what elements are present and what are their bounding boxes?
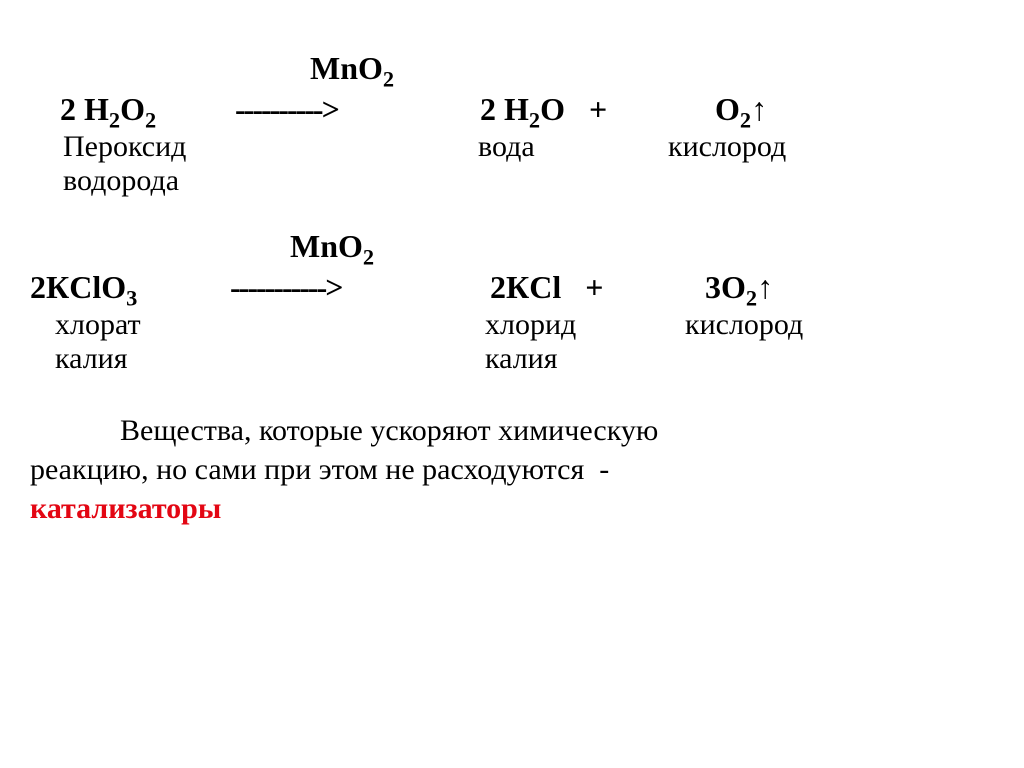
eq2-r-coef: 2 xyxy=(30,269,46,305)
eq1-r-o-sub: 2 xyxy=(145,107,156,132)
eq1-p2: O2↑ xyxy=(715,91,767,127)
eq2-label-product2: кислород xyxy=(685,308,803,341)
eq2-block: MnO2 2КClO3----------->2КCl +3O2↑ хлорат… xyxy=(30,228,994,376)
eq1-p2-o: O xyxy=(715,91,740,127)
eq2-r-formula: КClO xyxy=(46,269,126,305)
eq1-label-reactant2: водорода xyxy=(63,164,179,197)
eq2-label-product1b: калия xyxy=(485,342,558,375)
eq2-equation: 2КClO3----------->2КCl +3O2↑ xyxy=(30,269,994,306)
eq2-p1-coef: 2 xyxy=(490,269,506,305)
statement-highlight: катализаторы xyxy=(30,492,221,525)
eq2-plus: + xyxy=(585,269,603,305)
statement-dash: - xyxy=(599,453,609,486)
eq1-labels-row2: водорода xyxy=(30,164,994,198)
eq1-r-coef: 2 xyxy=(60,91,76,127)
eq2-catalyst: MnO2 xyxy=(290,228,994,265)
eq1-gas-arrow: ↑ xyxy=(751,91,767,127)
eq2-catalyst-sub: 2 xyxy=(363,244,374,269)
eq2-labels-row2: калиякалия xyxy=(30,342,994,376)
eq1-p1-coef: 2 xyxy=(480,91,496,127)
eq1-p1-h-sub: 2 xyxy=(529,107,540,132)
eq2-p2: 3O2↑ xyxy=(705,269,773,305)
eq1-catalyst: MnO2 xyxy=(310,50,994,87)
eq1-label-reactant1: Пероксид xyxy=(63,130,478,164)
eq1-labels-row1: Пероксидводакислород xyxy=(30,130,994,164)
eq2-catalyst-formula: MnO xyxy=(290,228,363,264)
eq1-label-product1: вода xyxy=(478,130,668,164)
statement-line1: Вещества, которые ускоряют химическую xyxy=(120,414,658,447)
eq1-p1-o: O xyxy=(540,91,565,127)
slide-content: MnO2 2 H2O2---------->2 H2O +O2↑ Перокси… xyxy=(0,0,1024,528)
eq1-p1-h: H xyxy=(504,91,529,127)
eq1-equation: 2 H2O2---------->2 H2O +O2↑ xyxy=(30,91,994,128)
eq2-p2-formula: O xyxy=(721,269,746,305)
statement-line2: реакцию, но сами при этом не расходуются xyxy=(30,453,584,486)
eq1-r-o: O xyxy=(120,91,145,127)
eq2-r-sub: 3 xyxy=(126,285,137,310)
eq2-arrow: -----------> xyxy=(230,269,490,306)
eq1-r-h-sub: 2 xyxy=(109,107,120,132)
eq1-catalyst-sub: 2 xyxy=(383,66,394,91)
eq2-labels-row1: хлоратхлоридкислород xyxy=(30,308,994,342)
eq2-label-reactant2: калия xyxy=(55,342,485,376)
eq1-catalyst-formula: MnO xyxy=(310,50,383,86)
eq1-r-h: H xyxy=(84,91,109,127)
eq1-p2-sub: 2 xyxy=(740,107,751,132)
eq1-arrow: ----------> xyxy=(235,91,480,128)
eq2-gas-arrow: ↑ xyxy=(757,269,773,305)
eq1-plus: + xyxy=(589,91,607,127)
eq2-label-reactant1: хлорат xyxy=(55,308,485,342)
eq2-p1-formula: КCl xyxy=(506,269,561,305)
eq1-label-product2: кислород xyxy=(668,130,786,163)
eq2-label-product1a: хлорид xyxy=(485,308,685,342)
eq2-p2-coef: 3 xyxy=(705,269,721,305)
eq2-p2-sub: 2 xyxy=(746,285,757,310)
definition-statement: Вещества, которые ускоряют химическую ре… xyxy=(30,411,994,528)
